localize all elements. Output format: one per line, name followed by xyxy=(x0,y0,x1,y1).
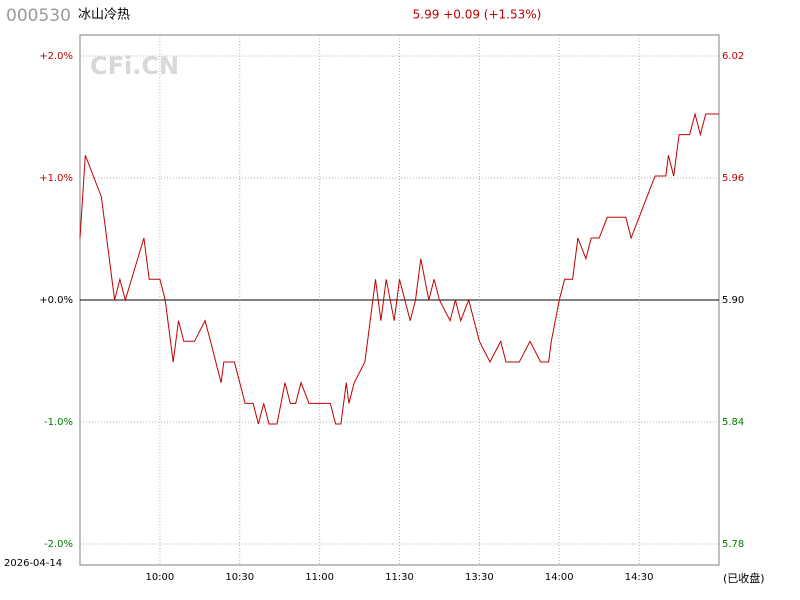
y2-tick-label: 5.96 xyxy=(722,173,744,184)
quote: 5.99 +0.09 (+1.53%) xyxy=(413,8,542,22)
x-tick-label: 10:30 xyxy=(225,572,254,583)
x-tick-label: 10:00 xyxy=(145,572,174,583)
x-tick-label: 14:00 xyxy=(545,572,574,583)
y2-tick-label: 6.02 xyxy=(722,51,744,62)
y-tick-label: -1.0% xyxy=(44,417,73,428)
y-tick-label: -2.0% xyxy=(44,539,73,550)
watermark: CFi.CN xyxy=(90,52,179,80)
y2-tick-label: 5.78 xyxy=(722,539,744,550)
x-tick-label: 14:30 xyxy=(625,572,654,583)
x-tick-label: 11:30 xyxy=(385,572,414,583)
date: 2026-04-14 xyxy=(4,558,62,569)
y2-tick-label: 5.84 xyxy=(722,417,744,428)
y-tick-label: +0.0% xyxy=(39,295,73,306)
y-tick-label: +1.0% xyxy=(39,173,73,184)
y-tick-label: +2.0% xyxy=(39,51,73,62)
price-line xyxy=(79,112,719,425)
stock-name: 冰山冷热 xyxy=(78,8,130,23)
stock-code: 000530 xyxy=(6,6,71,26)
y2-tick-label: 5.90 xyxy=(722,295,744,306)
x-tick-label: 11:00 xyxy=(305,572,334,583)
status: (已收盘) xyxy=(723,571,765,585)
x-tick-label: 13:30 xyxy=(465,572,494,583)
